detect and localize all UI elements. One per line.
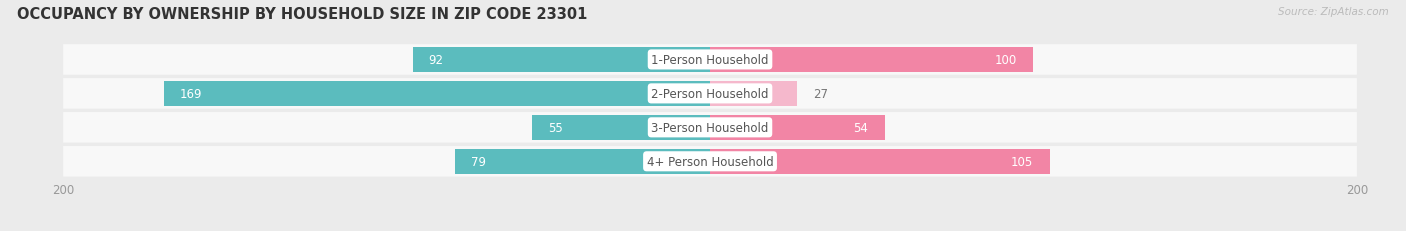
FancyBboxPatch shape — [63, 146, 1357, 177]
Text: 54: 54 — [853, 121, 869, 134]
Bar — [710, 82, 797, 106]
Bar — [710, 48, 1033, 72]
Text: 100: 100 — [995, 54, 1018, 67]
Text: 79: 79 — [471, 155, 485, 168]
Bar — [710, 149, 1049, 174]
Text: 1-Person Household: 1-Person Household — [651, 54, 769, 67]
Text: Source: ZipAtlas.com: Source: ZipAtlas.com — [1278, 7, 1389, 17]
FancyBboxPatch shape — [63, 112, 1357, 143]
Text: 105: 105 — [1011, 155, 1033, 168]
Text: 2-Person Household: 2-Person Household — [651, 88, 769, 100]
Bar — [454, 149, 710, 174]
FancyBboxPatch shape — [63, 79, 1357, 109]
Bar — [163, 82, 710, 106]
Text: 92: 92 — [429, 54, 444, 67]
Bar — [531, 116, 710, 140]
Text: 169: 169 — [180, 88, 202, 100]
Text: 55: 55 — [548, 121, 562, 134]
Bar — [710, 116, 884, 140]
Text: 4+ Person Household: 4+ Person Household — [647, 155, 773, 168]
Text: 3-Person Household: 3-Person Household — [651, 121, 769, 134]
Text: OCCUPANCY BY OWNERSHIP BY HOUSEHOLD SIZE IN ZIP CODE 23301: OCCUPANCY BY OWNERSHIP BY HOUSEHOLD SIZE… — [17, 7, 588, 22]
Bar — [412, 48, 710, 72]
Text: 27: 27 — [814, 88, 828, 100]
FancyBboxPatch shape — [63, 45, 1357, 75]
